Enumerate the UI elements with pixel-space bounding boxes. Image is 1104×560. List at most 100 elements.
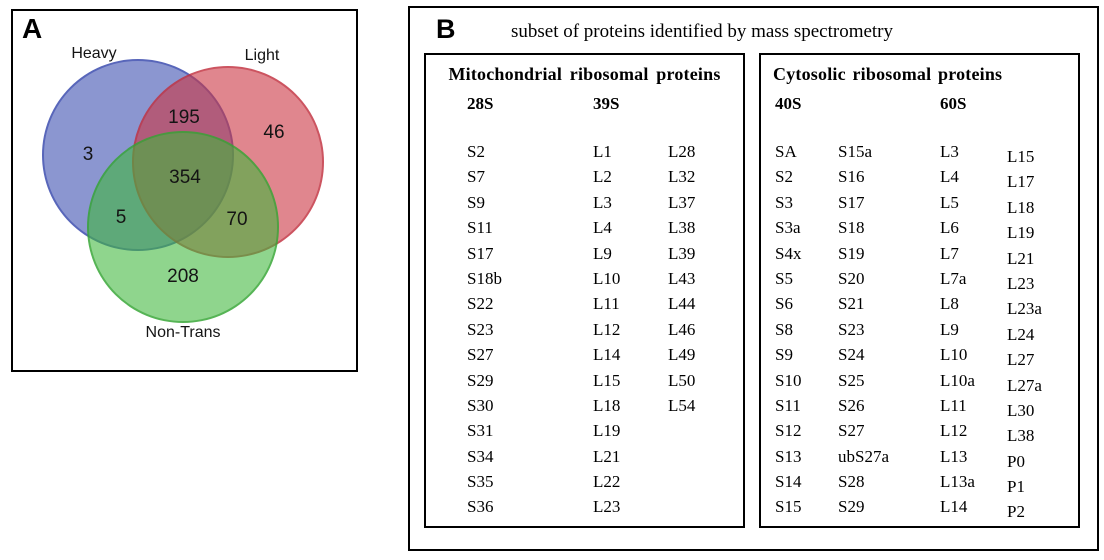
panel-a-label: A	[22, 13, 43, 44]
venn-count-nontrans-only: 208	[167, 266, 199, 287]
protein-item: L19	[1007, 223, 1035, 243]
protein-item: S9	[775, 345, 793, 365]
protein-item: L19	[593, 421, 621, 441]
protein-item: S29	[838, 497, 865, 517]
panel-a-venn-box: A Heavy Light Non-Trans 3 195 46 354 5 7…	[11, 9, 358, 372]
protein-item: L50	[668, 370, 696, 390]
subunit-60s-header: 60S	[940, 94, 967, 113]
protein-item: S7	[467, 167, 485, 187]
venn-circle-nontrans	[87, 131, 279, 323]
protein-item: L21	[593, 446, 621, 466]
protein-item: L9	[940, 319, 959, 339]
protein-item: L12	[940, 421, 968, 441]
mito-39s-column-1: L1 L2 L3 L4 L9 L10 L11 L12 L14 L15 L18 L19 L21 L22 L23	[593, 139, 620, 520]
cytosolic-header: Cytosolic ribosomal proteins	[773, 64, 1003, 84]
protein-item: L38	[668, 218, 696, 238]
panel-b-box: B subset of proteins identified by mass …	[408, 6, 1099, 551]
protein-item: S13	[775, 446, 802, 466]
protein-item: S4x	[775, 243, 802, 263]
protein-item: L28	[668, 142, 696, 161]
protein-item: S20	[838, 268, 865, 288]
protein-item: S15a	[838, 142, 872, 161]
protein-item: S28	[838, 472, 865, 492]
mitochondrial-proteins-box: Mitochondrial ribosomal proteins 28S 39S…	[424, 53, 745, 528]
protein-item: S35	[467, 472, 494, 492]
protein-item: S31	[467, 421, 494, 441]
protein-item: L18	[1007, 197, 1035, 217]
protein-item: L10	[593, 268, 621, 288]
protein-item: L3	[940, 142, 959, 161]
venn-count-heavy-nontrans: 5	[115, 207, 127, 228]
protein-item: L44	[668, 294, 696, 314]
protein-item: S27	[467, 345, 494, 365]
protein-item: L54	[668, 395, 696, 415]
protein-item: S26	[838, 395, 865, 415]
protein-item: L39	[668, 243, 696, 263]
protein-item: L4	[940, 167, 959, 187]
protein-item: L23	[593, 497, 621, 517]
protein-item: S11	[467, 218, 493, 238]
protein-item: L37	[668, 192, 696, 212]
protein-item: L12	[593, 319, 621, 339]
protein-item: L38	[1007, 426, 1035, 446]
protein-item: SA	[775, 142, 797, 161]
protein-item: S18b	[467, 268, 502, 288]
subunit-40s-header: 40S	[775, 94, 802, 113]
protein-item: S23	[467, 319, 494, 339]
protein-item: L8	[940, 294, 959, 314]
subunit-28s-header: 28S	[467, 94, 494, 113]
protein-item: S15	[775, 497, 802, 517]
protein-item: L18	[593, 395, 621, 415]
protein-item: L27	[1007, 350, 1035, 370]
mito-39s-column-2: L28 L32 L37 L38 L39 L43 L44 L46 L49 L50 L54	[668, 139, 695, 418]
protein-item: L4	[593, 218, 612, 238]
protein-item: S5	[775, 268, 793, 288]
protein-item: L13	[940, 446, 968, 466]
protein-item: L14	[940, 497, 968, 517]
protein-item: S6	[775, 294, 793, 314]
protein-item: P2	[1007, 502, 1025, 522]
protein-item: L21	[1007, 248, 1035, 268]
protein-item: S34	[467, 446, 494, 466]
cyto-40s-column-1: SA S2 S3 S3a S4x S5 S6 S8 S9 S10 S11 S12 S13 S14 S15	[775, 139, 801, 520]
subunit-39s-header: 39S	[593, 94, 620, 113]
protein-item: S19	[838, 243, 865, 263]
protein-item: S18	[838, 218, 865, 238]
protein-item: S36	[467, 497, 494, 517]
protein-item: L27a	[1007, 375, 1042, 395]
protein-item: S2	[775, 167, 793, 187]
protein-item: L13a	[940, 472, 975, 492]
protein-item: S10	[775, 370, 802, 390]
venn-count-center: 354	[169, 167, 201, 188]
protein-item: L23	[1007, 273, 1035, 293]
protein-item: S2	[467, 142, 485, 161]
protein-item: L7a	[940, 268, 967, 288]
protein-item: S14	[775, 472, 802, 492]
cyto-40s-column-2: S15a S16 S17 S18 S19 S20 S21 S23 S24 S25 S26 S27 ubS…	[838, 139, 889, 520]
protein-item: L46	[668, 319, 696, 339]
protein-item: L3	[593, 192, 612, 212]
protein-item: S3	[775, 192, 793, 212]
protein-item: L9	[593, 243, 612, 263]
panel-b-title: subset of proteins identified by mass sp…	[510, 21, 894, 42]
protein-item: L10	[940, 345, 968, 365]
protein-item: L1	[593, 142, 612, 161]
protein-item: S12	[775, 421, 802, 441]
protein-item: L7	[940, 243, 959, 263]
protein-item: L32	[668, 167, 696, 187]
protein-item: S17	[838, 192, 865, 212]
cyto-60s-column-2: L15 L17 L18 L19 L21 L23 L23a L24 L27 L27a L30 L38 P0…	[1007, 144, 1042, 525]
mitochondrial-header: Mitochondrial ribosomal proteins	[448, 64, 721, 84]
protein-item: L17	[1007, 172, 1035, 192]
protein-item: S29	[467, 370, 494, 390]
protein-item: S16	[838, 167, 865, 187]
mito-28s-column: S2 S7 S9 S11 S17 S18b S22 S23 S27 S29 S30 S31 S34 S35…	[467, 139, 502, 520]
protein-item: L49	[668, 345, 696, 365]
panel-b-label: B	[436, 14, 456, 44]
venn-count-heavy-light: 195	[168, 107, 200, 128]
protein-item: L10a	[940, 370, 975, 390]
protein-item: S30	[467, 395, 494, 415]
protein-item: S27	[838, 421, 865, 441]
protein-item: L2	[593, 167, 612, 187]
protein-item: L11	[593, 294, 620, 314]
